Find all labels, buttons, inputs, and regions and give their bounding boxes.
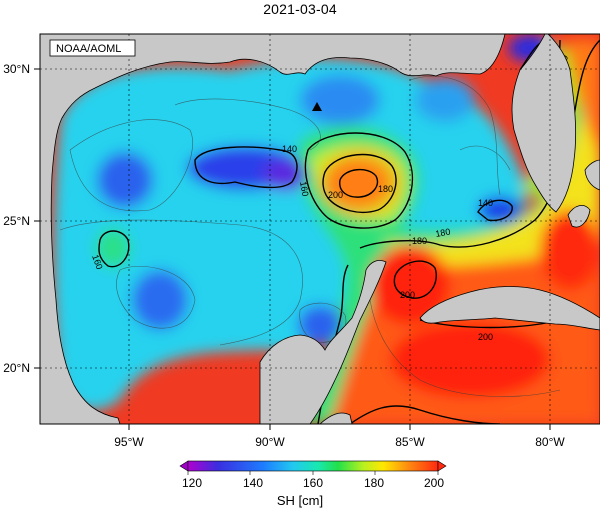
contour-200-south [349, 405, 501, 424]
ssh-color-field [53, 34, 600, 424]
contour-label: 140 [282, 144, 297, 154]
colorbar-tick-label: 200 [424, 476, 444, 490]
map-title: 2021-03-04 [263, 1, 337, 17]
land-cuba [419, 286, 600, 331]
contour-label: 180 [378, 184, 393, 194]
contour-label: 180 [412, 236, 427, 246]
contour-140-central [194, 146, 298, 189]
contour-label: 140 [478, 198, 493, 208]
land-central-america [319, 412, 353, 424]
contour-200-yucatan [393, 260, 437, 299]
contour-180-band [359, 39, 600, 249]
land-bahamas-east [584, 159, 600, 191]
map-frame [39, 33, 600, 425]
contour-180-loop [322, 153, 397, 214]
gridlines [40, 34, 600, 424]
lat-tick-label: 20°N [3, 361, 30, 375]
contour-label: 200 [328, 190, 343, 200]
contour-label: 200 [478, 332, 493, 342]
lat-tick-label: 30°N [3, 62, 30, 76]
colorbar: 120 140 160 180 200 [179, 460, 447, 490]
colorbar-label: SH [cm] [276, 493, 324, 508]
lon-tick-label: 95°W [114, 435, 144, 449]
colorbar-high-arrow [437, 460, 447, 472]
lon-tick-label: 85°W [395, 435, 425, 449]
land [40, 34, 600, 424]
contour-label: 180 [435, 227, 452, 239]
contour-160-loop [304, 132, 413, 229]
contour-label: 200 [400, 290, 415, 300]
contour-160-west [98, 230, 130, 268]
credit-text: NOAA/AOML [56, 43, 121, 55]
colorbar-tick-label: 120 [182, 476, 202, 490]
axis-ticks [34, 68, 551, 430]
station-triangle-marker [312, 102, 322, 111]
lon-tick-label: 80°W [535, 435, 565, 449]
contour-140-east [477, 199, 513, 222]
contour-200-core [339, 169, 378, 198]
lon-tick-label: 90°W [255, 435, 285, 449]
map-field: 140 140 160 160 180 180 180 180 200 200 … [40, 34, 600, 424]
contour-label: 160 [298, 181, 310, 198]
land-bahamas [567, 205, 591, 228]
colorbar-ramp [187, 460, 439, 472]
lat-tick-label: 25°N [3, 214, 30, 228]
land-usa-mexico-west [40, 34, 506, 424]
colorbar-tick-label: 160 [303, 476, 323, 490]
credit-box [49, 39, 136, 57]
contour-label: 160 [90, 253, 105, 271]
colorbar-low-arrow [179, 460, 189, 472]
land-florida [505, 34, 577, 213]
colorbar-tick-label: 180 [364, 476, 384, 490]
colorbar-tick-label: 140 [243, 476, 263, 490]
thin-contours [59, 75, 561, 397]
